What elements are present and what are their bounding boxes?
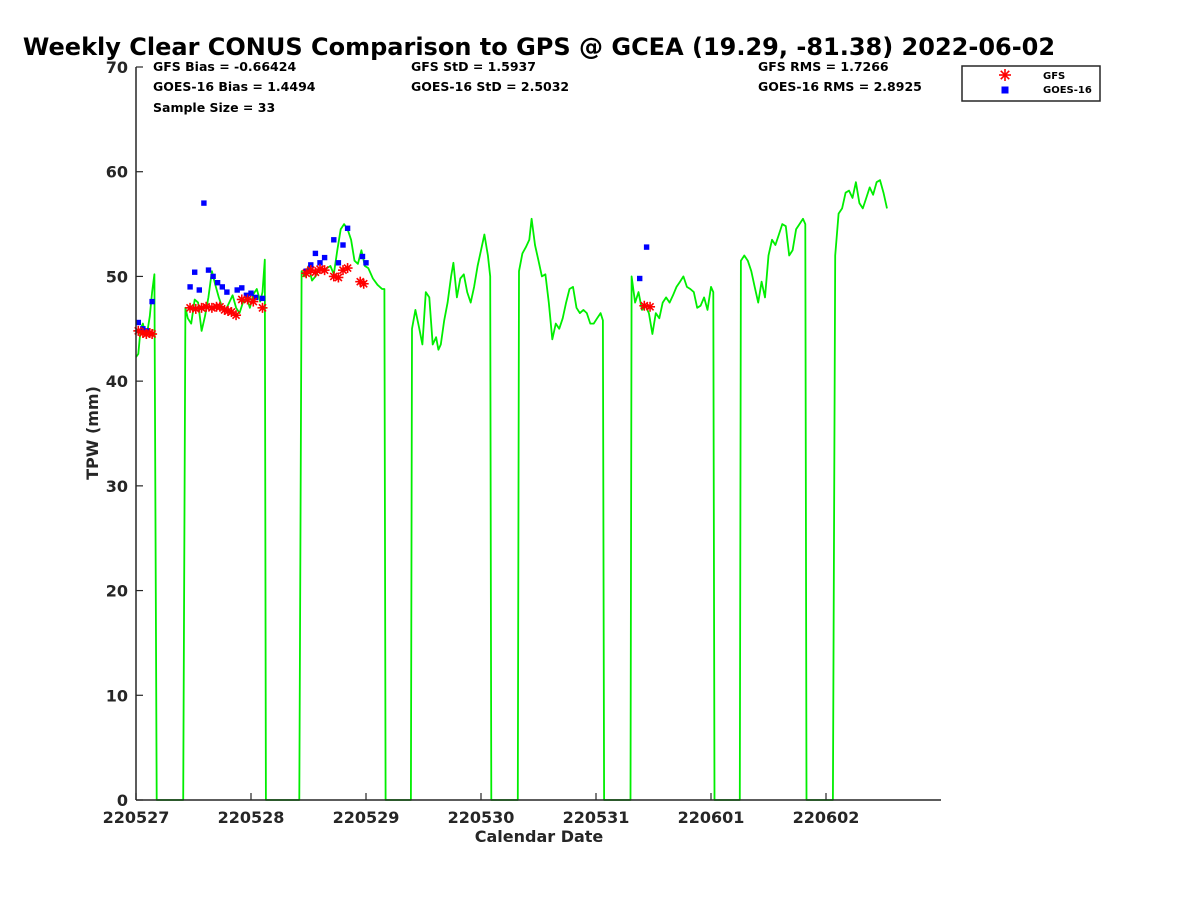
y-axis-label: TPW (mm): [83, 386, 102, 480]
goes16-point-16: [248, 290, 254, 296]
chart-title: Weekly Clear CONUS Comparison to GPS @ G…: [23, 33, 1055, 61]
gfs-point-30: [358, 278, 369, 289]
x-tick-label-0: 220527: [103, 808, 170, 827]
goes16-point-15: [243, 292, 250, 298]
goes16-point-6: [196, 287, 202, 293]
goes16-point-29: [363, 260, 369, 266]
y-tick-label-60: 60: [106, 163, 128, 182]
goes16-point-10: [214, 280, 221, 286]
goes16-point-13: [234, 287, 240, 293]
goes16-point-3: [149, 298, 155, 305]
y-tick-label-30: 30: [106, 477, 128, 496]
x-tick-label-4: 220531: [563, 808, 630, 827]
gfs-point-5: [185, 302, 196, 313]
goes16-point-7: [201, 200, 207, 206]
gfs-point-19: [257, 302, 268, 313]
x-axis-label: Calendar Date: [475, 827, 604, 846]
goes16-point-5: [192, 269, 198, 275]
y-tick-label-10: 10: [106, 686, 128, 705]
gfs-bias-text: GFS Bias = -0.66424: [153, 59, 296, 74]
y-tick-label-50: 50: [106, 267, 128, 286]
axes: 0 10 20 30 40 50 60 70 220527 220528 220529 220530 2…: [103, 58, 941, 827]
legend-goes-label: GOES-16: [1043, 85, 1092, 96]
goes16-point-23: [321, 254, 328, 261]
stats-block: GFS Bias = -0.66424 GOES-16 Bias = 1.449…: [153, 59, 922, 115]
x-tick-label-2: 220529: [333, 808, 400, 827]
goes16-point-24: [331, 237, 337, 243]
goes16-point-20: [308, 262, 314, 268]
y-tick-label-70: 70: [106, 58, 128, 77]
goes16-point-30: [637, 275, 643, 282]
legend-gfs-asterisk: [999, 69, 1011, 81]
goes16-point-31: [643, 244, 650, 250]
gfs-point-26: [333, 272, 344, 283]
gfs-point-6: [190, 303, 201, 314]
goes16-point-11: [219, 284, 225, 290]
plot-area: [133, 179, 888, 801]
goes16-point-22: [317, 260, 323, 266]
y-tick-label-0: 0: [117, 791, 128, 810]
goes16-point-18: [259, 295, 266, 302]
goes16-point-12: [224, 289, 230, 295]
goes16-point-25: [335, 260, 342, 266]
gfs-point-18: [248, 296, 259, 307]
goes16-point-0: [135, 319, 141, 326]
legend-gfs-marker: [999, 69, 1011, 81]
x-tick-label-6: 220602: [793, 808, 860, 827]
goes16-point-9: [210, 273, 216, 280]
x-tick-label-5: 220601: [678, 808, 745, 827]
goes16-point-21: [312, 250, 319, 257]
gfs-point-4: [147, 329, 158, 340]
goes16-point-28: [359, 253, 366, 260]
legend: GFS GOES-16: [961, 65, 1101, 102]
x-tick-label-3: 220530: [448, 808, 515, 827]
y-tick-label-20: 20: [106, 582, 128, 601]
gfs-std-text: GFS StD = 1.5937: [411, 59, 536, 74]
goes16-point-4: [187, 284, 193, 290]
goes-bias-text: GOES-16 Bias = 1.4494: [153, 79, 316, 94]
legend-goes-marker: [1001, 86, 1009, 94]
gfs-point-24: [319, 265, 330, 276]
goes16-point-27: [344, 225, 351, 231]
gfs-rms-text: GFS RMS = 1.7266: [758, 59, 889, 74]
sample-size-text: Sample Size = 33: [153, 100, 275, 115]
goes-std-text: GOES-16 StD = 2.5032: [411, 79, 569, 94]
gfs-point-28: [342, 263, 353, 274]
goes16-point-17: [252, 294, 259, 301]
y-tick-label-40: 40: [106, 372, 128, 391]
goes16-point-26: [340, 242, 346, 248]
legend-gfs-label: GFS: [1043, 71, 1065, 82]
gfs-point-32: [645, 301, 656, 312]
legend-goes-square: [1001, 86, 1009, 94]
goes16-point-8: [205, 267, 212, 273]
goes16-point-14: [239, 285, 245, 291]
gfs-point-15: [231, 310, 242, 321]
x-tick-label-1: 220528: [218, 808, 285, 827]
goes-rms-text: GOES-16 RMS = 2.8925: [758, 79, 922, 94]
legend-box: [961, 65, 1101, 102]
